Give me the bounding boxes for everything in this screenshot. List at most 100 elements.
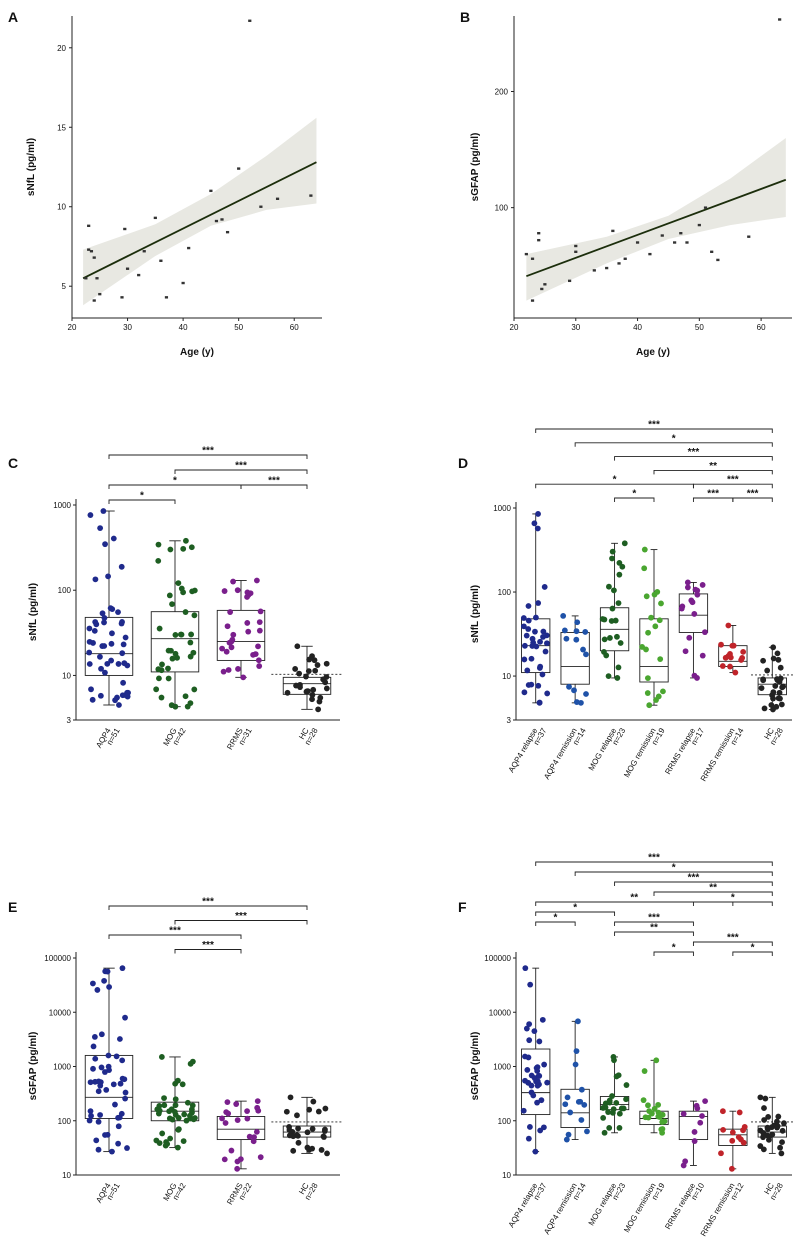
data-point xyxy=(535,600,542,606)
data-point xyxy=(294,643,301,650)
data-point xyxy=(606,583,612,590)
data-point xyxy=(290,1133,297,1140)
data-point xyxy=(537,238,541,242)
data-point xyxy=(680,1110,687,1117)
data-point xyxy=(644,675,651,682)
significance-bracket: *** xyxy=(614,447,773,461)
data-point xyxy=(93,1137,100,1144)
data-point xyxy=(175,1126,182,1133)
data-point xyxy=(104,660,111,667)
data-point xyxy=(522,1077,528,1084)
data-point xyxy=(309,194,313,197)
data-point xyxy=(729,1129,736,1136)
significance-label: * xyxy=(672,943,676,954)
data-point xyxy=(656,1114,663,1120)
data-point xyxy=(87,1079,94,1086)
data-point xyxy=(684,584,691,591)
data-point xyxy=(253,1128,260,1135)
data-point xyxy=(770,655,777,662)
data-point xyxy=(95,1088,102,1095)
data-point xyxy=(166,1108,173,1115)
data-point xyxy=(544,640,550,647)
significance-label: ** xyxy=(709,461,717,472)
data-point xyxy=(542,648,549,655)
data-point xyxy=(187,1060,194,1067)
significance-bracket: *** xyxy=(535,420,773,433)
y-axis-title: sGFAP (pg/ml) xyxy=(28,1032,39,1101)
y-tick-label: 100 xyxy=(498,1117,512,1126)
data-point xyxy=(142,250,146,253)
data-point xyxy=(584,1128,590,1135)
iqr-box xyxy=(678,593,709,633)
data-point xyxy=(118,563,125,570)
category-label: RRMS relapse xyxy=(663,726,697,776)
significance-label: * xyxy=(751,943,755,954)
data-point xyxy=(536,699,543,706)
data-point xyxy=(86,638,93,645)
data-point xyxy=(182,609,189,615)
data-point xyxy=(565,1131,572,1138)
data-point xyxy=(694,591,701,598)
data-point xyxy=(534,1078,541,1085)
significance-label: *** xyxy=(688,873,700,884)
data-point xyxy=(101,615,108,621)
data-point xyxy=(89,696,96,703)
data-point xyxy=(104,968,111,975)
data-point xyxy=(172,1080,179,1087)
data-point xyxy=(234,1165,241,1172)
significance-bracket: * xyxy=(535,475,694,489)
data-point xyxy=(255,657,262,664)
data-point xyxy=(614,675,621,681)
data-point xyxy=(643,593,650,600)
data-point xyxy=(765,1113,772,1120)
data-point xyxy=(92,619,99,625)
box-group xyxy=(150,537,200,710)
data-point xyxy=(725,622,732,629)
significance-bracket: *** xyxy=(240,476,308,489)
data-point xyxy=(758,685,765,692)
y-axis-title: sGFAP (pg/ml) xyxy=(470,133,481,202)
data-point xyxy=(601,636,608,643)
data-point xyxy=(188,631,195,638)
data-point xyxy=(101,977,108,984)
x-axis-title: Age (y) xyxy=(180,347,214,358)
significance-label: * xyxy=(731,893,735,904)
significance-label: *** xyxy=(169,926,181,937)
data-point xyxy=(760,1146,767,1153)
data-point xyxy=(534,1099,540,1106)
significance-label: *** xyxy=(202,940,214,951)
data-point xyxy=(237,167,241,170)
x-tick-label: 20 xyxy=(510,323,519,332)
bracket-line xyxy=(614,931,694,936)
data-point xyxy=(87,512,94,518)
data-point xyxy=(716,258,720,262)
significance-bracket: *** xyxy=(614,913,694,926)
panel-f: F 100000 10000 1000 100 10 sGFAP (pg/ml) AQP4 r… xyxy=(458,853,794,1238)
box-group xyxy=(718,1108,748,1172)
significance-label: * xyxy=(553,913,557,924)
data-point xyxy=(118,620,125,627)
data-point xyxy=(778,1150,785,1157)
data-point xyxy=(224,623,231,630)
data-point xyxy=(115,609,121,616)
data-point xyxy=(323,685,330,692)
iqr-box xyxy=(216,609,266,661)
data-point xyxy=(250,1138,257,1145)
data-point xyxy=(564,1094,571,1101)
data-point xyxy=(233,1101,240,1107)
data-point xyxy=(740,648,747,655)
data-point xyxy=(523,632,530,639)
data-point xyxy=(774,650,781,657)
data-point xyxy=(770,689,777,696)
data-point xyxy=(563,1136,570,1143)
data-point xyxy=(613,1099,620,1106)
data-point xyxy=(774,676,780,682)
y-tick-label: 10 xyxy=(57,203,66,212)
data-point xyxy=(539,671,546,678)
data-point xyxy=(225,667,232,673)
data-point xyxy=(97,692,104,699)
data-point xyxy=(214,219,219,223)
data-point xyxy=(189,588,196,595)
significance-label: *** xyxy=(268,476,280,487)
